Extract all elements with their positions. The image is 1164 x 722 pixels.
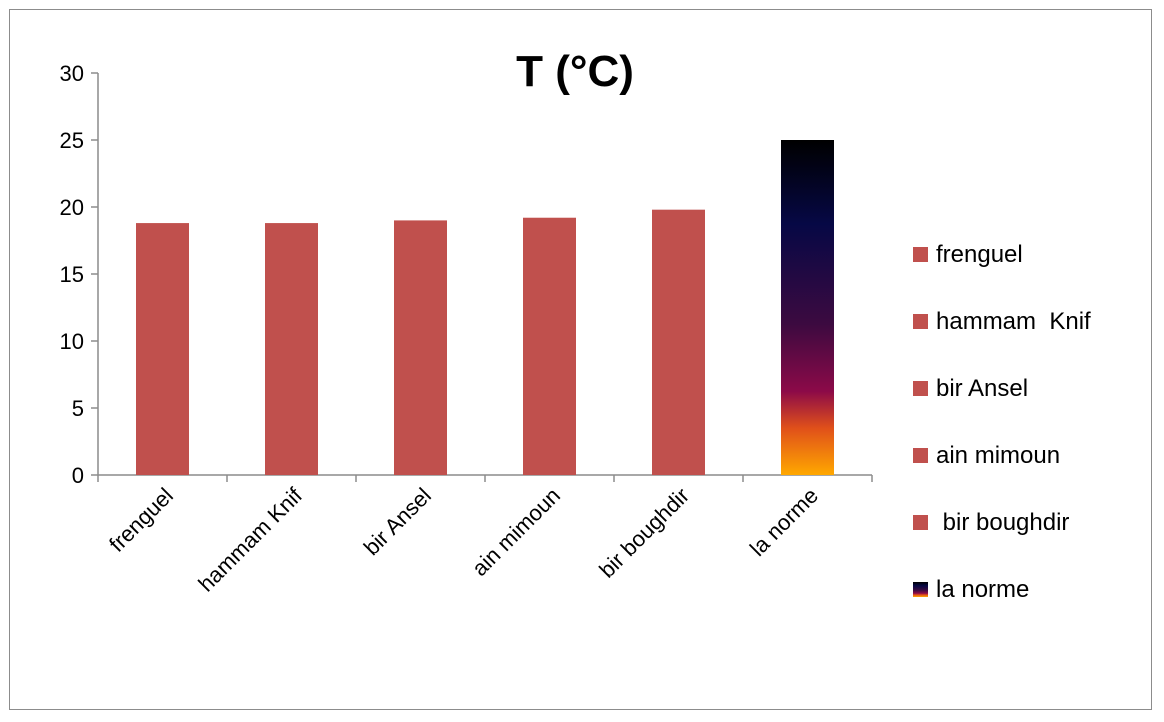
bar-0 <box>136 223 189 475</box>
bar-2 <box>394 220 447 475</box>
legend-swatch <box>913 247 928 262</box>
legend-swatch <box>913 582 928 597</box>
y-tick-label: 0 <box>72 463 84 488</box>
chart-title: T (°C) <box>516 47 634 96</box>
category-label: bir boughdir <box>594 483 694 583</box>
category-label: ain mimoun <box>467 483 565 581</box>
category-labels: frenguel hammam Knif bir Ansel ain mimoun bi… <box>104 482 823 596</box>
legend-swatch <box>913 448 928 463</box>
bar-4 <box>652 209 705 475</box>
y-tick-label: 30 <box>60 61 84 86</box>
bars <box>136 140 834 475</box>
legend-label: bir boughdir <box>936 509 1069 536</box>
legend-swatch <box>913 314 928 329</box>
y-tick-label: 15 <box>60 262 84 287</box>
bar-3 <box>523 217 576 475</box>
axes: 0 5 10 15 20 25 30 <box>60 61 873 488</box>
chart-frame: 0 5 10 15 20 25 30 frenguel hammam Knif bir Anse… <box>9 9 1152 710</box>
legend-label: frenguel <box>936 241 1023 268</box>
bar-1 <box>265 223 318 475</box>
legend-swatch <box>913 515 928 530</box>
category-label: hammam Knif <box>193 482 307 596</box>
legend-label: la norme <box>936 576 1029 603</box>
legend-label: ain mimoun <box>936 442 1060 469</box>
legend-label: hammam Knif <box>936 308 1091 335</box>
category-label: frenguel <box>104 483 178 557</box>
legend-swatch <box>913 381 928 396</box>
bar-5 <box>781 140 834 475</box>
category-label: bir Ansel <box>359 483 436 560</box>
legend-label: bir Ansel <box>936 375 1028 402</box>
y-tick-label: 5 <box>72 396 84 421</box>
category-label: la norme <box>745 483 823 561</box>
y-tick-label: 10 <box>60 329 84 354</box>
y-tick-label: 20 <box>60 195 84 220</box>
y-tick-label: 25 <box>60 128 84 153</box>
legend: frenguel hammam Knif bir Ansel ain mimoun b… <box>913 241 1091 603</box>
